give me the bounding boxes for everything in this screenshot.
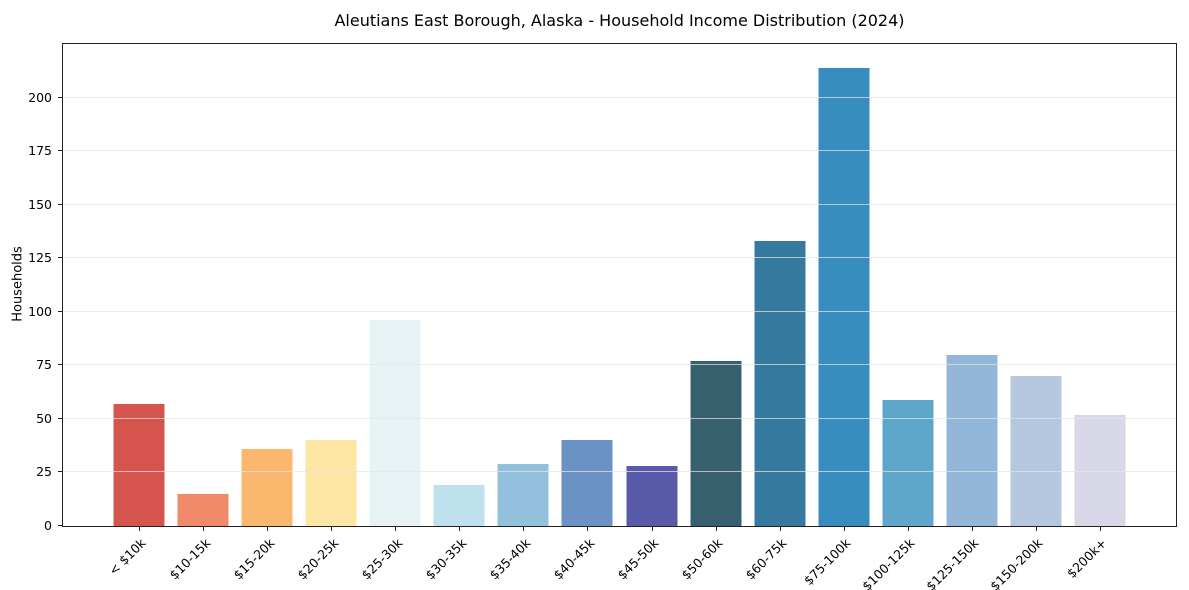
x-tick-mark — [907, 527, 909, 531]
x-tick-mark — [1099, 527, 1101, 531]
x-tick-label: < $10k — [106, 535, 149, 579]
y-tick-label: 150 — [28, 197, 52, 212]
bar-3 — [305, 440, 357, 526]
x-tick-label: $125-150k — [923, 535, 982, 590]
bar-slot-4: $25-30k — [358, 44, 427, 582]
y-tick-mark — [58, 204, 62, 205]
x-tick-mark — [1035, 527, 1037, 531]
y-tick-mark — [58, 150, 62, 151]
x-tick-mark — [459, 527, 461, 531]
x-tick-mark — [331, 527, 333, 531]
bar-slot-0: < $10k — [106, 44, 171, 578]
bar-11 — [818, 68, 870, 526]
x-tick-mark — [843, 527, 845, 531]
bar-slot-2: $15-20k — [230, 44, 299, 582]
x-tick-mark — [971, 527, 973, 531]
y-tick-mark — [58, 418, 62, 419]
bar-0 — [113, 404, 165, 526]
bar-slot-8: $45-50k — [614, 44, 684, 582]
x-tick-mark — [267, 527, 269, 531]
bar-slot-6: $35-40k — [486, 44, 555, 582]
bar-4 — [369, 320, 421, 526]
x-tick-mark — [523, 527, 525, 531]
chart-title: Aleutians East Borough, Alaska - Househo… — [334, 11, 905, 30]
bar-10 — [754, 241, 806, 526]
y-tick-label: 50 — [36, 411, 52, 426]
bar-slot-11: $75-100k — [801, 44, 876, 588]
x-tick-label: $60-75k — [742, 535, 790, 583]
x-tick-label: $20-25k — [294, 535, 342, 583]
bar-13 — [946, 355, 998, 526]
y-tick-mark — [58, 257, 62, 258]
x-tick-label: $40-45k — [550, 535, 598, 583]
x-tick-label: $15-20k — [230, 535, 278, 583]
bar-slot-13: $125-150k — [923, 44, 1004, 590]
bar-8 — [626, 466, 678, 526]
x-tick-mark — [587, 527, 589, 531]
y-tick-label: 125 — [28, 250, 52, 265]
bar-15 — [1074, 415, 1126, 526]
y-tick-mark — [58, 525, 62, 526]
plot-area: < $10k $10-15k $15-20k $20-25k $25-30k $30-35… — [62, 43, 1177, 590]
bar-slot-1: $10-15k — [166, 44, 235, 582]
bar-slot-15: $200k+ — [1064, 44, 1132, 581]
y-axis-ticks: 0 25 50 75 100 125 150 175 200 — [0, 43, 62, 532]
x-tick-mark — [203, 527, 205, 531]
bar-9 — [690, 361, 742, 526]
bar-slot-14: $150-200k — [988, 44, 1068, 590]
bar-12 — [882, 400, 934, 526]
bar-14 — [1010, 376, 1062, 526]
x-tick-label: $75-100k — [800, 535, 854, 588]
y-tick-label: 25 — [36, 464, 52, 479]
x-tick-label: $30-35k — [422, 535, 470, 583]
y-tick-label: 75 — [36, 357, 52, 372]
y-tick-mark — [58, 364, 62, 365]
x-tick-mark — [715, 527, 717, 531]
x-tick-label: $35-40k — [486, 535, 534, 583]
y-tick-label: 175 — [28, 143, 52, 158]
bar-7 — [561, 440, 613, 526]
bar-slot-9: $50-60k — [678, 44, 748, 582]
x-tick-mark — [139, 527, 141, 531]
x-tick-label: $10-15k — [165, 535, 213, 583]
x-tick-label: $45-50k — [614, 535, 662, 583]
x-tick-mark — [651, 527, 653, 531]
x-tick-label: $25-30k — [358, 535, 406, 583]
y-tick-mark — [58, 311, 62, 312]
bars-layer: < $10k $10-15k $15-20k $20-25k $25-30k $30-35… — [63, 44, 1176, 590]
bar-2 — [241, 449, 293, 526]
bar-5 — [433, 485, 485, 526]
x-tick-mark — [395, 527, 397, 531]
bar-slot-7: $40-45k — [550, 44, 619, 582]
x-tick-label: $100-125k — [859, 535, 918, 590]
y-tick-mark — [58, 471, 62, 472]
bar-slot-5: $30-35k — [422, 44, 491, 582]
bar-slot-10: $60-75k — [743, 44, 812, 582]
bar-6 — [497, 464, 549, 526]
y-tick-label: 100 — [28, 304, 52, 319]
y-tick-label: 200 — [28, 90, 52, 105]
bar-slot-3: $20-25k — [294, 44, 363, 582]
x-tick-label: $50-60k — [678, 535, 726, 583]
y-tick-label: 0 — [44, 518, 52, 533]
bar-slot-12: $100-125k — [859, 44, 940, 590]
x-tick-label: $150-200k — [987, 535, 1046, 590]
bar-1 — [177, 494, 229, 526]
y-tick-mark — [58, 97, 62, 98]
x-tick-mark — [779, 527, 781, 531]
x-tick-label: $200k+ — [1064, 535, 1110, 581]
